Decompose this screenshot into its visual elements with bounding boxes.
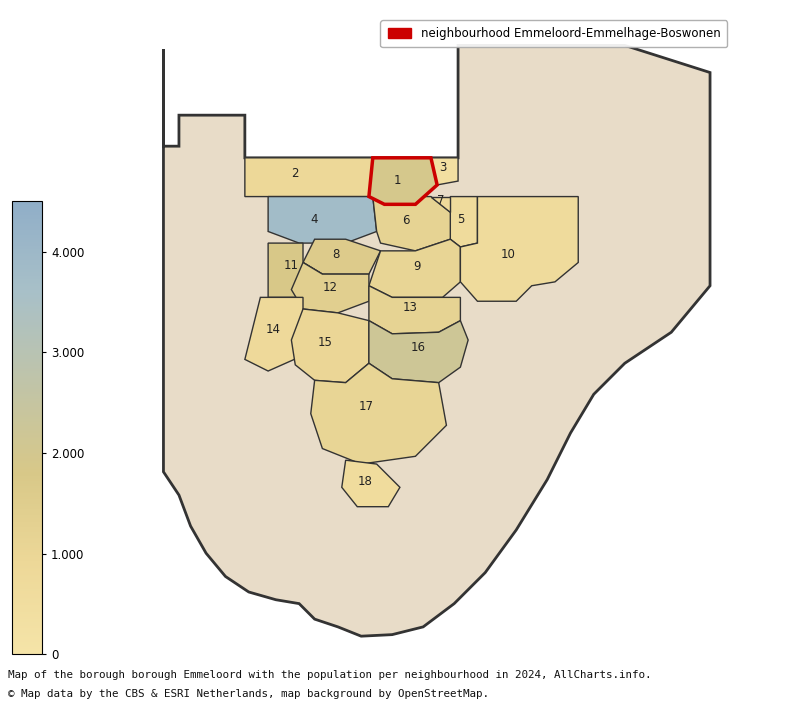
Polygon shape <box>291 262 369 313</box>
Polygon shape <box>450 196 477 247</box>
Text: 2: 2 <box>291 167 299 180</box>
Text: 1: 1 <box>394 174 401 187</box>
Polygon shape <box>369 157 437 204</box>
Text: 16: 16 <box>410 341 426 354</box>
Polygon shape <box>461 196 578 301</box>
Polygon shape <box>310 363 446 464</box>
Polygon shape <box>245 157 373 196</box>
Text: 14: 14 <box>266 323 281 336</box>
Polygon shape <box>341 460 400 507</box>
Polygon shape <box>369 321 468 383</box>
Text: 12: 12 <box>322 280 337 293</box>
Text: 18: 18 <box>357 475 372 488</box>
Text: 5: 5 <box>457 214 464 226</box>
Polygon shape <box>303 239 380 274</box>
Text: 6: 6 <box>403 214 410 227</box>
Text: 4: 4 <box>310 214 318 226</box>
Polygon shape <box>373 196 450 251</box>
Polygon shape <box>369 239 461 298</box>
Text: Map of the borough borough Emmeloord with the population per neighbourhood in 20: Map of the borough borough Emmeloord wit… <box>8 670 651 680</box>
Polygon shape <box>164 45 710 636</box>
Text: 17: 17 <box>359 400 374 413</box>
Text: 11: 11 <box>284 260 299 273</box>
Polygon shape <box>369 285 461 334</box>
Polygon shape <box>245 298 303 371</box>
Text: 13: 13 <box>403 301 418 314</box>
Text: 7: 7 <box>437 194 445 207</box>
Text: 3: 3 <box>439 161 447 175</box>
Text: 10: 10 <box>501 247 515 260</box>
Polygon shape <box>268 243 322 298</box>
Polygon shape <box>268 196 376 243</box>
Polygon shape <box>291 309 369 383</box>
Text: 8: 8 <box>332 247 339 261</box>
Text: © Map data by the CBS & ESRI Netherlands, map background by OpenStreetMap.: © Map data by the CBS & ESRI Netherlands… <box>8 689 489 699</box>
Polygon shape <box>431 157 458 185</box>
Polygon shape <box>431 196 450 212</box>
Legend: neighbourhood Emmeloord-Emmelhage-Boswonen: neighbourhood Emmeloord-Emmelhage-Boswon… <box>380 20 727 47</box>
Text: 9: 9 <box>413 260 421 273</box>
Text: 15: 15 <box>318 336 333 349</box>
